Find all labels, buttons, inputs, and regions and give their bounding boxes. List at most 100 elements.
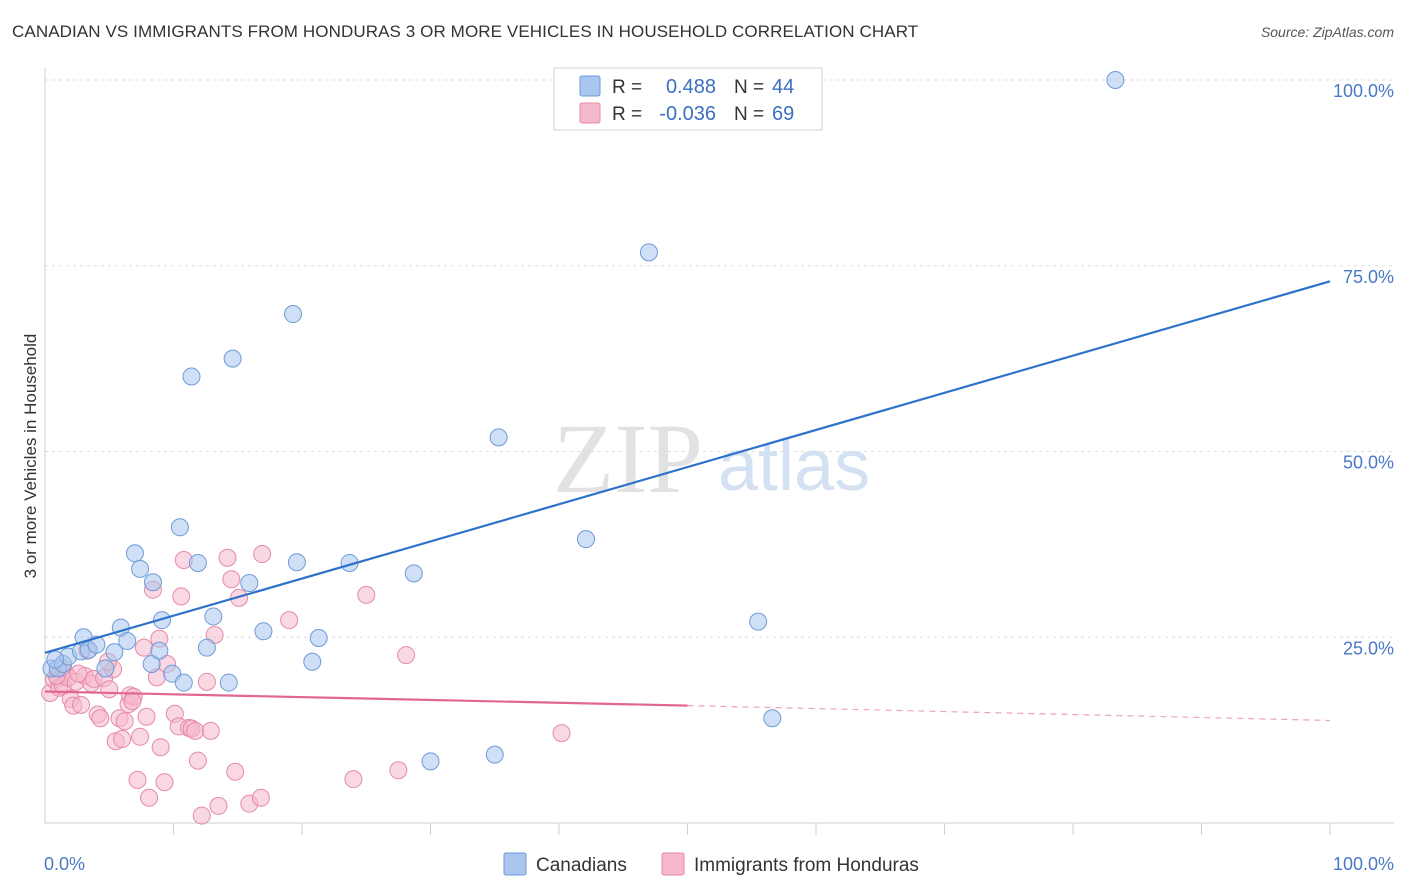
- canadians-point: [254, 622, 273, 641]
- canadians-point: [1106, 71, 1125, 89]
- honduras-point: [151, 738, 170, 757]
- canadians-point: [204, 607, 223, 626]
- y-tick-label: 75.0%: [1343, 267, 1394, 287]
- honduras-point: [155, 773, 174, 792]
- honduras-point: [222, 570, 241, 589]
- honduras-point: [131, 727, 150, 746]
- canadians-point: [87, 635, 106, 654]
- canadians-point: [485, 745, 504, 764]
- legend-label-canadians[interactable]: Canadians: [536, 855, 627, 876]
- canadians-point: [174, 673, 193, 692]
- canadians-point: [105, 643, 124, 662]
- honduras-point: [226, 762, 245, 781]
- canadians-point: [404, 564, 423, 583]
- legend-swatch-canadians[interactable]: [503, 852, 527, 876]
- honduras-point: [397, 646, 416, 665]
- canadians-point: [125, 544, 144, 563]
- honduras-point: [251, 788, 270, 807]
- canadians-point: [131, 559, 150, 578]
- canadians-point: [188, 553, 207, 572]
- honduras-point: [280, 611, 299, 630]
- ticks-layer: 25.0% 50.0% 75.0% 100.0% 0.0% 100.0%: [44, 81, 1394, 874]
- honduras-point: [218, 548, 237, 567]
- honduras-point: [113, 730, 132, 749]
- watermark-zip: ZIP: [553, 403, 703, 514]
- honduras-point: [134, 638, 153, 657]
- honduras-point: [71, 695, 90, 714]
- honduras-point: [389, 761, 408, 780]
- stats-r-value-canadians: 0.488: [666, 76, 716, 98]
- honduras-point: [209, 796, 228, 815]
- stats-n-value-honduras: 69: [772, 103, 794, 125]
- canadians-point: [170, 518, 189, 537]
- canadians-point: [197, 638, 216, 657]
- trend-line-honduras: [44, 690, 688, 707]
- honduras-point: [128, 770, 147, 789]
- stats-r-value-honduras: -0.036: [659, 103, 716, 125]
- watermark: ZIP atlas: [553, 403, 870, 514]
- canadians-point: [303, 652, 322, 671]
- trend-line-honduras-dashed: [687, 705, 1331, 722]
- canadians-point: [46, 650, 65, 669]
- watermark-atlas: atlas: [718, 426, 870, 506]
- stats-n-value-canadians: 44: [772, 76, 794, 98]
- honduras-point: [197, 672, 216, 691]
- canadians-point: [142, 654, 161, 673]
- honduras-point: [115, 712, 134, 731]
- stats-swatch-honduras: [579, 102, 601, 124]
- y-tick-label: 50.0%: [1343, 453, 1394, 473]
- honduras-point: [253, 545, 272, 564]
- grid-layer: [45, 79, 1394, 638]
- canadians-point: [118, 631, 137, 650]
- canadians-point: [421, 752, 440, 771]
- honduras-point: [140, 788, 159, 807]
- canadians-point: [240, 574, 259, 593]
- honduras-point: [192, 806, 211, 825]
- legend: Canadians Immigrants from Honduras: [503, 852, 919, 876]
- stats-swatch-canadians: [579, 75, 601, 97]
- y-axis-title: 3 or more Vehicles in Household: [21, 334, 40, 579]
- stats-n-label-honduras: N =: [734, 104, 764, 125]
- x-tick-label: 0.0%: [44, 854, 85, 874]
- canadians-point: [639, 243, 658, 262]
- honduras-point: [69, 664, 88, 683]
- canadians-point: [143, 573, 162, 592]
- legend-swatch-honduras[interactable]: [661, 852, 685, 876]
- canadians-point: [223, 349, 242, 368]
- honduras-point: [186, 721, 205, 740]
- y-tick-label: 100.0%: [1333, 81, 1394, 101]
- chart-source: Source: ZipAtlas.com: [1260, 24, 1394, 40]
- canadians-point: [287, 553, 306, 572]
- canadians-point: [309, 628, 328, 647]
- honduras-point: [91, 709, 110, 728]
- canadians-point: [284, 305, 303, 324]
- canadians-point: [763, 709, 782, 728]
- honduras-point: [123, 692, 142, 711]
- points-layer: [41, 71, 1125, 825]
- canadians-point: [96, 659, 115, 678]
- canadians-point: [576, 530, 595, 549]
- trend-layer: [44, 280, 1331, 722]
- canadians-point: [182, 367, 201, 386]
- honduras-point: [552, 724, 571, 743]
- honduras-point: [188, 751, 207, 770]
- legend-label-honduras[interactable]: Immigrants from Honduras: [694, 855, 919, 876]
- canadians-point: [219, 673, 238, 692]
- stats-r-label-canadians: R =: [612, 77, 642, 98]
- stats-r-label-honduras: R =: [612, 104, 642, 125]
- honduras-point: [172, 587, 191, 606]
- canadians-point: [150, 641, 169, 660]
- honduras-point: [137, 707, 156, 726]
- chart-title: CANADIAN VS IMMIGRANTS FROM HONDURAS 3 O…: [12, 22, 919, 41]
- trend-line-canadians: [44, 280, 1331, 654]
- honduras-point: [344, 770, 363, 789]
- honduras-point: [201, 721, 220, 740]
- canadians-point: [489, 428, 508, 447]
- honduras-point: [357, 585, 376, 604]
- y-tick-label: 25.0%: [1343, 638, 1394, 658]
- stats-n-label-canadians: N =: [734, 77, 764, 98]
- stats-box: R = 0.488 N = 44 R = -0.036 N = 69: [553, 67, 823, 131]
- canadians-point: [749, 612, 768, 631]
- x-tick-label: 100.0%: [1333, 854, 1394, 874]
